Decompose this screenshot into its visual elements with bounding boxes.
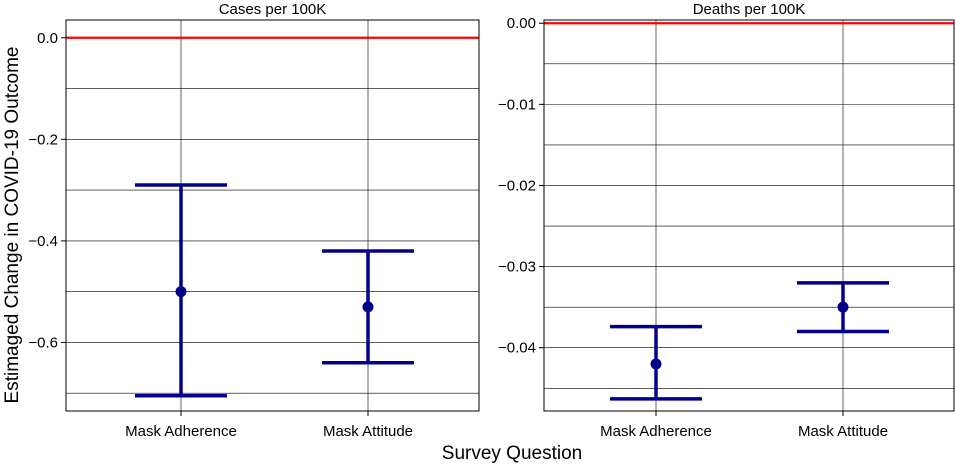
plot-frame xyxy=(65,19,480,412)
shared-x-axis-label: Survey Question xyxy=(442,443,582,464)
chart-panels: 0.0 −0.2 −0.4 −0.6 Mask Adherence Mask Attitu… xyxy=(28,1,955,440)
y-tick-label: −0.4 xyxy=(28,233,58,250)
shared-y-axis-label: Estimaged Change in COVID-19 Outcome xyxy=(2,47,23,404)
x-tick-label: Mask Adherence xyxy=(600,423,712,440)
panel-1: 0.0 −0.2 −0.4 −0.6 Mask Adherence Mask Attitu… xyxy=(28,1,480,440)
plot-frame xyxy=(543,19,955,412)
y-tick-label: −0.03 xyxy=(498,259,536,276)
x-tick-label: Mask Attitude xyxy=(798,423,888,440)
y-tick-label: −0.01 xyxy=(498,96,536,113)
estimate-point-1 xyxy=(175,286,187,298)
y-tick-label: −0.04 xyxy=(498,340,536,357)
y-tick-label: 0.0 xyxy=(37,30,58,47)
panel-title: Cases per 100K xyxy=(219,1,327,18)
y-tick-label: 0.00 xyxy=(507,15,536,32)
y-tick-label: −0.6 xyxy=(28,334,58,351)
estimate-point-2 xyxy=(837,301,849,313)
y-tick-label: −0.2 xyxy=(28,131,58,148)
estimate-point-2 xyxy=(362,301,374,313)
y-tick-label: −0.02 xyxy=(498,177,536,194)
panel-title: Deaths per 100K xyxy=(693,1,806,18)
estimate-point-1 xyxy=(650,358,662,370)
panel-2: 0.00 −0.01 −0.02 −0.03 −0.04 Mask Adherence Ma… xyxy=(498,1,955,440)
x-tick-label: Mask Adherence xyxy=(125,423,237,440)
x-tick-label: Mask Attitude xyxy=(323,423,413,440)
